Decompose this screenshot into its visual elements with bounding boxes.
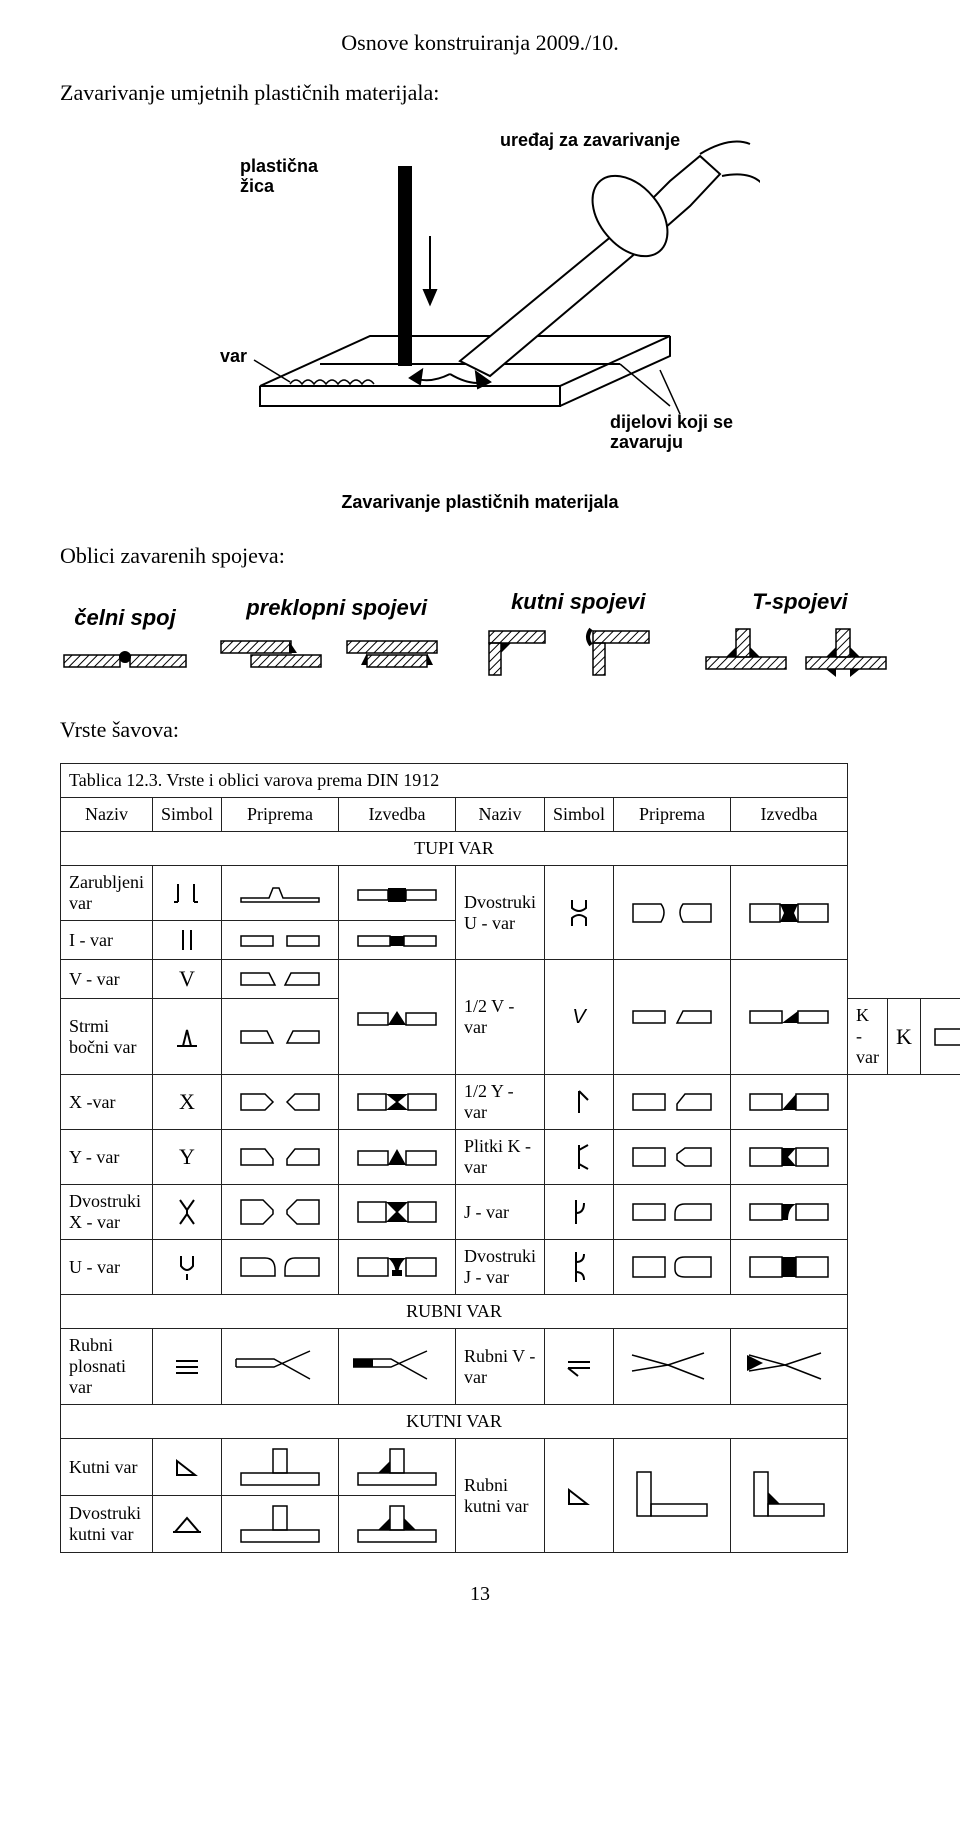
label-tool: uređaj za zavarivanje bbox=[500, 130, 680, 150]
section-2-title: Oblici zavarenih spojeva: bbox=[60, 543, 900, 569]
joint-types-row: čelni spoj preklopni spojevi bbox=[60, 589, 900, 681]
weld-table: Tablica 12.3. Vrste i oblici varova prem… bbox=[60, 763, 960, 1553]
label-rod: plastična žica bbox=[240, 156, 323, 196]
table-row: V - var V 1/2 V - var V bbox=[61, 960, 960, 999]
figure-1-caption: Zavarivanje plastičnih materijala bbox=[60, 492, 900, 513]
section-1-title: Zavarivanje umjetnih plastičnih materija… bbox=[60, 80, 900, 106]
table-row: Y - var Y Plitki K - var bbox=[61, 1130, 960, 1185]
table-title: Tablica 12.3. Vrste i oblici varova prem… bbox=[61, 764, 848, 798]
table-row: Kutni var Rubni kutni var bbox=[61, 1439, 960, 1496]
table-row: Rubni plosnati var Rubni V - var bbox=[61, 1329, 960, 1405]
joint-corner: kutni spojevi bbox=[483, 589, 673, 681]
page-number: 13 bbox=[60, 1583, 900, 1606]
group-heading-tupi: TUPI VAR bbox=[61, 832, 848, 866]
table-row: X -var X 1/2 Y - var bbox=[61, 1075, 960, 1130]
figure-plastic-welding: uređaj za zavarivanje plastična žica var… bbox=[60, 126, 900, 513]
section-3-title: Vrste šavova: bbox=[60, 717, 900, 743]
table-row: Zarubljeni var Dvostruki U - var bbox=[61, 866, 960, 921]
label-weld: var bbox=[220, 346, 247, 366]
table-header-row: Naziv Simbol Priprema Izvedba Naziv Simb… bbox=[61, 798, 960, 832]
joint-tee: T-spojevi bbox=[700, 589, 900, 681]
joint-butt: čelni spoj bbox=[60, 605, 190, 681]
table-row: Dvostruki X - var J - var bbox=[61, 1185, 960, 1240]
page-header: Osnove konstruiranja 2009./10. bbox=[60, 30, 900, 56]
label-parts: dijelovi koji se zavaruju bbox=[610, 412, 738, 452]
table-row: U - var Dvostruki J - var bbox=[61, 1240, 960, 1295]
group-heading-kutni: KUTNI VAR bbox=[61, 1405, 848, 1439]
group-heading-rubni: RUBNI VAR bbox=[61, 1295, 848, 1329]
joint-lap: preklopni spojevi bbox=[217, 595, 457, 681]
